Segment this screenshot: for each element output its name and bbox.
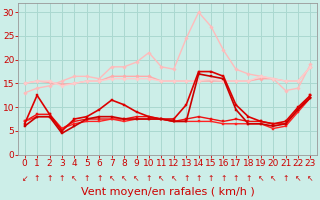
Text: ↑: ↑ [220,174,227,183]
Text: ↖: ↖ [108,174,115,183]
Text: ↖: ↖ [121,174,127,183]
Text: ↖: ↖ [258,174,264,183]
Text: ↖: ↖ [71,174,77,183]
Text: ↖: ↖ [270,174,276,183]
Text: ↖: ↖ [171,174,177,183]
Text: ↖: ↖ [295,174,301,183]
Text: ↑: ↑ [283,174,289,183]
Text: ↑: ↑ [59,174,65,183]
Text: ↑: ↑ [46,174,53,183]
X-axis label: Vent moyen/en rafales ( km/h ): Vent moyen/en rafales ( km/h ) [81,187,254,197]
Text: ↑: ↑ [96,174,102,183]
Text: ↑: ↑ [233,174,239,183]
Text: ↖: ↖ [158,174,164,183]
Text: ↑: ↑ [208,174,214,183]
Text: ↖: ↖ [307,174,314,183]
Text: ↙: ↙ [21,174,28,183]
Text: ↑: ↑ [245,174,252,183]
Text: ↑: ↑ [34,174,40,183]
Text: ↑: ↑ [84,174,90,183]
Text: ↑: ↑ [183,174,189,183]
Text: ↖: ↖ [133,174,140,183]
Text: ↑: ↑ [146,174,152,183]
Text: ↑: ↑ [196,174,202,183]
